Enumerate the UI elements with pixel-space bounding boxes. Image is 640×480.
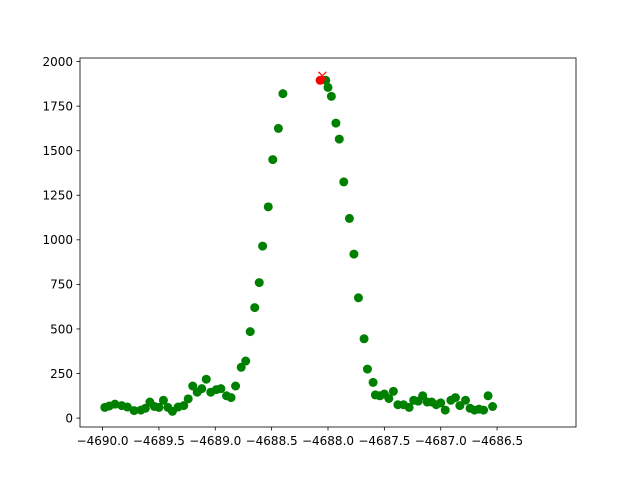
data-point: [197, 384, 207, 394]
data-point: [241, 356, 251, 366]
x-tick-label: −4686.5: [471, 434, 523, 448]
data-point: [331, 118, 341, 128]
x-tick-label: −4690.0: [77, 434, 129, 448]
data-point: [404, 402, 414, 412]
data-point: [359, 334, 369, 344]
data-point: [236, 362, 246, 372]
data-point: [362, 364, 372, 374]
data-point: [258, 241, 268, 251]
x-tick-label: −4689.5: [133, 434, 185, 448]
x-axis-ticks: −4690.0 −4689.5 −4689.0 −4688.5 −4688.0 −4687…: [77, 427, 523, 448]
x-tick-label: −4687.5: [358, 434, 410, 448]
data-point: [273, 123, 283, 133]
plot-frame: [79, 57, 577, 428]
data-point: [201, 374, 211, 384]
data-point: [245, 327, 255, 337]
data-point: [183, 394, 193, 404]
data-point: [315, 75, 325, 85]
data-point: [479, 405, 489, 415]
data-point: [388, 386, 398, 396]
data-point: [436, 398, 446, 408]
data-point: [323, 82, 333, 92]
data-point: [488, 402, 498, 411]
data-point: [418, 391, 428, 401]
data-point: [226, 393, 236, 403]
data-point: [353, 293, 363, 303]
y-tick-label: 1500: [42, 144, 73, 158]
data-point: [334, 134, 344, 144]
data-point: [455, 401, 465, 411]
data-point: [231, 381, 241, 391]
data-point: [140, 403, 150, 413]
data-point: [216, 384, 226, 394]
data-point: [254, 278, 264, 288]
y-tick-label: 1250: [42, 189, 73, 203]
data-point: [344, 213, 354, 223]
data-point: [179, 401, 189, 411]
y-axis-ticks: 0 250 500 750 1000 1250 1500 1750 2000: [42, 55, 80, 425]
x-tick-label: −4688.5: [246, 434, 298, 448]
data-point: [263, 202, 273, 212]
data-point: [339, 177, 349, 187]
data-point: [154, 402, 164, 412]
data-point: [158, 395, 168, 405]
plot-area: [100, 71, 498, 416]
y-tick-label: 1750: [42, 99, 73, 113]
data-point: [384, 393, 394, 403]
data-point: [349, 249, 359, 259]
y-tick-label: 2000: [42, 55, 73, 69]
x-tick-label: −4688.0: [302, 434, 354, 448]
data-point: [326, 91, 336, 101]
data-point: [129, 406, 139, 416]
data-point: [440, 405, 450, 415]
series-2: [317, 71, 327, 81]
series-0: [100, 75, 498, 416]
data-point: [250, 303, 260, 313]
data-point: [188, 381, 198, 391]
data-point: [450, 393, 460, 403]
data-point: [110, 399, 120, 409]
y-tick-label: 750: [50, 278, 73, 292]
y-tick-label: 250: [50, 367, 73, 381]
data-point: [122, 402, 132, 412]
y-tick-label: 0: [65, 411, 73, 425]
data-point: [278, 89, 288, 99]
data-point-x-marker: [317, 71, 327, 81]
y-tick-label: 1000: [42, 233, 73, 247]
y-tick-label: 500: [50, 322, 73, 336]
data-point: [483, 391, 493, 401]
data-point: [268, 155, 278, 165]
series-1: [315, 75, 325, 85]
x-tick-label: −4689.0: [189, 434, 241, 448]
x-tick-label: −4687.0: [415, 434, 467, 448]
data-point: [461, 395, 471, 405]
data-point: [368, 377, 378, 387]
